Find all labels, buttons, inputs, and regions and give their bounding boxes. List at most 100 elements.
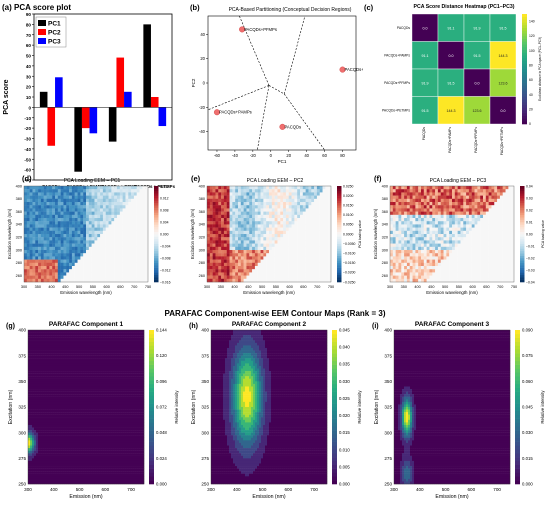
heatmap-cell-f bbox=[472, 202, 475, 205]
heatmap-cell-e bbox=[207, 266, 210, 269]
heatmap-cell-e bbox=[252, 208, 255, 211]
heatmap-cell-f bbox=[432, 279, 435, 282]
heatmap-cell-f bbox=[404, 256, 407, 259]
heatmap-cell-d bbox=[120, 186, 123, 189]
contour-cell-g bbox=[38, 351, 40, 354]
heatmap-cell-e bbox=[213, 202, 216, 205]
heatmap-cell-d bbox=[27, 199, 30, 202]
colorbar-segment-c bbox=[522, 42, 527, 45]
heatmap-cell-f bbox=[491, 208, 494, 211]
heatmap-cell-f bbox=[486, 247, 489, 250]
heatmap-cell-d bbox=[140, 202, 143, 205]
contour-cell-g bbox=[38, 466, 40, 469]
contour-cell-g bbox=[44, 466, 46, 469]
heatmap-cell-d bbox=[27, 196, 30, 199]
heatmap-cell-f bbox=[390, 189, 393, 192]
heatmap-cell-e bbox=[255, 244, 258, 247]
colorbar-tick-c: 140 bbox=[529, 20, 535, 24]
contour-cell-g bbox=[46, 394, 48, 397]
heatmap-cell-d bbox=[123, 215, 126, 218]
heatmap-cell-f bbox=[441, 272, 444, 275]
heatmap-cell-f bbox=[410, 237, 413, 240]
heatmap-cell-e bbox=[255, 253, 258, 256]
heatmap-cell-d bbox=[44, 269, 47, 272]
heatmap-cell-d bbox=[103, 202, 106, 205]
heatmap-cell-f bbox=[503, 215, 506, 218]
heatmap-cell-d bbox=[86, 186, 89, 189]
heatmap-cell-d bbox=[109, 231, 112, 234]
heatmap-cell-e bbox=[320, 276, 323, 279]
heatmap-cell-f bbox=[424, 279, 427, 282]
heatmap-cell-d bbox=[58, 272, 61, 275]
heatmap-cell-e bbox=[283, 196, 286, 199]
heatmap-cell-e bbox=[286, 199, 289, 202]
y-tick-label-e: 340 bbox=[199, 223, 205, 227]
contour-cell-g bbox=[30, 338, 32, 341]
heatmap-cell-d bbox=[89, 244, 92, 247]
heatmap-cell-e bbox=[266, 260, 269, 263]
heatmap-cell-e bbox=[269, 253, 272, 256]
contour-cell-g bbox=[32, 353, 34, 356]
heatmap-cell-f bbox=[449, 202, 452, 205]
heatmap-cell-e bbox=[210, 186, 213, 189]
heatmap-cell-e bbox=[221, 269, 224, 272]
heatmap-cell-f bbox=[438, 247, 441, 250]
heatmap-cell-f bbox=[435, 250, 438, 253]
contour-cell-g bbox=[28, 415, 30, 418]
x-tick-label-d: 350 bbox=[35, 285, 41, 289]
heatmap-cell-e bbox=[207, 231, 210, 234]
heatmap-cell-e bbox=[249, 263, 252, 266]
heatmap-cell-f bbox=[421, 231, 424, 234]
heatmap-cell-e bbox=[294, 253, 297, 256]
heatmap-cell-e bbox=[218, 256, 221, 259]
heatmap-cell-e bbox=[325, 263, 328, 266]
heatmap-cell-f bbox=[460, 215, 463, 218]
contour-cell-g bbox=[42, 397, 44, 400]
heatmap-cell-d bbox=[117, 221, 120, 224]
contour-cell-g bbox=[30, 361, 32, 364]
heatmap-cell-f bbox=[469, 202, 472, 205]
contour-cell-g bbox=[30, 456, 32, 459]
contour-cell-g bbox=[36, 479, 38, 482]
heatmap-cell-f bbox=[415, 240, 418, 243]
heatmap-cell-f bbox=[407, 208, 410, 211]
heatmap-cell-f bbox=[506, 269, 509, 272]
heatmap-cell-d bbox=[83, 237, 86, 240]
heatmap-cell-d bbox=[72, 250, 75, 253]
panel-label-g: (g) bbox=[6, 323, 15, 330]
heatmap-cell-d bbox=[27, 221, 30, 224]
heatmap-cell-e bbox=[306, 276, 309, 279]
contour-cell-g bbox=[34, 394, 36, 397]
heatmap-cell-e bbox=[218, 221, 221, 224]
heatmap-cell-f bbox=[435, 192, 438, 195]
heatmap-cell-e bbox=[294, 189, 297, 192]
contour-cell-g bbox=[32, 479, 34, 482]
heatmap-cell-f bbox=[441, 250, 444, 253]
heatmap-cell-e bbox=[297, 228, 300, 231]
heatmap-cell-d bbox=[66, 212, 69, 215]
colorbar-segment-f bbox=[520, 280, 525, 283]
heatmap-cell-e bbox=[252, 272, 255, 275]
heatmap-cell-f bbox=[466, 189, 469, 192]
heatmap-cell-e bbox=[289, 237, 292, 240]
heatmap-cell-d bbox=[140, 247, 143, 250]
heatmap-cell-e bbox=[215, 231, 218, 234]
heatmap-cell-d bbox=[128, 208, 131, 211]
heatmap-cell-d bbox=[140, 231, 143, 234]
heatmap-cell-e bbox=[241, 186, 244, 189]
heatmap-cell-f bbox=[418, 218, 421, 221]
heatmap-cell-f bbox=[463, 228, 466, 231]
heatmap-cell-f bbox=[469, 272, 472, 275]
heatmap-cell-e bbox=[328, 199, 331, 202]
contour-cell-g bbox=[40, 379, 42, 382]
heatmap-cell-d bbox=[44, 208, 47, 211]
heatmap-cell-f bbox=[511, 269, 514, 272]
heatmap-cell-e bbox=[275, 253, 278, 256]
heatmap-cell-d bbox=[47, 266, 50, 269]
heatmap-cell-e bbox=[244, 215, 247, 218]
heatmap-cell-f bbox=[438, 253, 441, 256]
heatmap-cell-f bbox=[458, 272, 461, 275]
heatmap-cell-f bbox=[455, 269, 458, 272]
heatmap-cell-e bbox=[252, 256, 255, 259]
heatmap-cell-e bbox=[325, 186, 328, 189]
